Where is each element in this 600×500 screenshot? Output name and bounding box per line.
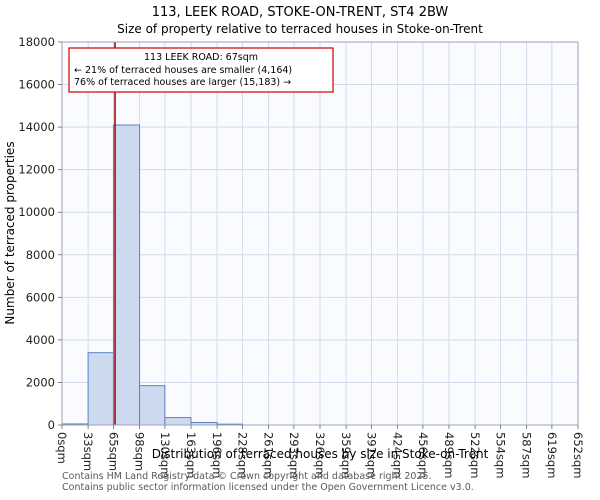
annotation-border xyxy=(68,47,334,93)
x-tick-label: 163sqm xyxy=(184,432,198,478)
chart-title: 113, LEEK ROAD, STOKE-ON-TRENT, ST4 2BW xyxy=(152,5,449,20)
footer-line-2: Contains public sector information licen… xyxy=(62,482,474,493)
x-tick-label: 554sqm xyxy=(493,432,507,478)
y-tick-label: 12000 xyxy=(18,163,55,177)
y-tick-label: 6000 xyxy=(26,290,55,304)
x-tick-label: 98sqm xyxy=(133,432,147,471)
y-axis-label: Number of terraced properties xyxy=(3,141,17,324)
y-tick-label: 8000 xyxy=(26,248,55,262)
y-tick-label: 10000 xyxy=(18,205,55,219)
y-tick-label: 16000 xyxy=(18,78,55,92)
x-tick-label: 0sqm xyxy=(55,432,69,464)
x-tick-label: 196sqm xyxy=(210,432,224,478)
y-tick-label: 2000 xyxy=(26,375,55,389)
x-tick-label: 293sqm xyxy=(287,432,301,478)
y-tick-label: 0 xyxy=(48,418,55,432)
x-tick-label: 228sqm xyxy=(235,432,249,478)
x-tick-label: 587sqm xyxy=(520,432,534,478)
x-tick-label: 326sqm xyxy=(313,432,327,478)
histogram-bar xyxy=(87,352,114,426)
annotation-box: 113 LEEK ROAD: 67sqm ← 21% of terraced h… xyxy=(68,47,334,93)
x-tick-label: 130sqm xyxy=(158,432,172,478)
histogram-bar xyxy=(139,385,166,426)
annotation-line-3: 76% of terraced houses are larger (15,18… xyxy=(74,77,291,88)
x-tick-label: 652sqm xyxy=(571,432,585,478)
annotation-line-2: ← 21% of terraced houses are smaller (4,… xyxy=(74,65,292,76)
x-axis-label: Distribution of terraced houses by size … xyxy=(152,447,489,461)
x-tick-label: 33sqm xyxy=(81,432,95,471)
histogram-bar xyxy=(164,417,192,426)
x-tick-label: 65sqm xyxy=(106,432,120,471)
plot-area: 0 2000 4000 6000 8000 10000 12000 14000 16000 180… xyxy=(18,35,585,478)
x-tick-label: 359sqm xyxy=(339,432,353,478)
x-tick-label: 456sqm xyxy=(416,432,430,478)
y-tick-label: 18000 xyxy=(18,35,55,49)
y-tick-label: 4000 xyxy=(26,333,55,347)
x-tick-label: 619sqm xyxy=(545,432,559,478)
x-tick-label: 489sqm xyxy=(442,432,456,478)
x-tick-label: 522sqm xyxy=(468,432,482,478)
x-tick-label: 261sqm xyxy=(262,432,276,478)
x-tick-label: 424sqm xyxy=(391,432,405,478)
chart-subtitle: Size of property relative to terraced ho… xyxy=(117,22,483,36)
histogram-bar xyxy=(112,124,141,426)
x-tick-label: 391sqm xyxy=(364,432,378,478)
footer-line-1: Contains HM Land Registry data © Crown c… xyxy=(62,471,432,482)
y-tick-label: 14000 xyxy=(18,120,55,134)
annotation-line-1: 113 LEEK ROAD: 67sqm xyxy=(144,52,258,63)
